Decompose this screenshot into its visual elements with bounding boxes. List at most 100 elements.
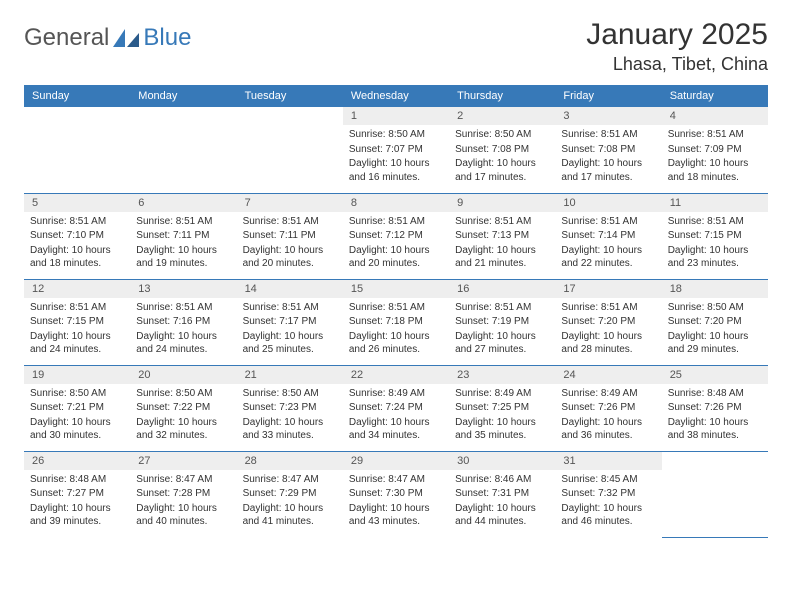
day-details: Sunrise: 8:51 AMSunset: 7:10 PMDaylight:…	[24, 215, 130, 271]
day-details: Sunrise: 8:50 AMSunset: 7:08 PMDaylight:…	[449, 128, 555, 184]
sunrise-line: Sunrise: 8:51 AM	[349, 215, 443, 229]
calendar-day-cell: 22Sunrise: 8:49 AMSunset: 7:24 PMDayligh…	[343, 365, 449, 451]
header: General Blue January 2025 Lhasa, Tibet, …	[24, 18, 768, 75]
calendar-day-cell: 4 Sunrise: 8:51 AMSunset: 7:09 PMDaylight…	[662, 107, 768, 193]
month-title: January 2025	[586, 18, 768, 52]
calendar-day-cell: 18Sunrise: 8:50 AMSunset: 7:20 PMDayligh…	[662, 279, 768, 365]
sunset-line: Sunset: 7:11 PM	[243, 229, 337, 243]
day-number: 10	[555, 194, 661, 212]
sunrise-line: Sunrise: 8:49 AM	[561, 387, 655, 401]
day-details: Sunrise: 8:51 AMSunset: 7:20 PMDaylight:…	[555, 301, 661, 357]
calendar-empty-cell	[24, 107, 130, 193]
day-details: Sunrise: 8:51 AMSunset: 7:09 PMDaylight:…	[662, 128, 768, 184]
calendar-week-row: 1 Sunrise: 8:50 AM Sunset: 7:07 PM Daylight…	[24, 107, 768, 193]
sunrise-line: Sunrise: 8:45 AM	[561, 473, 655, 487]
logo-sail-icon	[113, 29, 139, 47]
daylight-line: Daylight: 10 hours and 18 minutes.	[30, 244, 124, 271]
daylight-line: Daylight: 10 hours and 35 minutes.	[455, 416, 549, 443]
sunset-line: Sunset: 7:24 PM	[349, 401, 443, 415]
day-details: Sunrise: 8:50 AMSunset: 7:20 PMDaylight:…	[662, 301, 768, 357]
day-number: 12	[24, 280, 130, 298]
day-number: 11	[662, 194, 768, 212]
sunrise-line: Sunrise: 8:47 AM	[243, 473, 337, 487]
sunrise-line: Sunrise: 8:48 AM	[30, 473, 124, 487]
calendar-body: 1 Sunrise: 8:50 AM Sunset: 7:07 PM Daylight…	[24, 107, 768, 537]
day-number: 17	[555, 280, 661, 298]
daylight-line: Daylight: 10 hours and 28 minutes.	[561, 330, 655, 357]
day-number: 4	[662, 107, 768, 125]
weekday-header: Wednesday	[343, 85, 449, 107]
day-number: 1	[343, 107, 449, 125]
calendar-table: SundayMondayTuesdayWednesdayThursdayFrid…	[24, 85, 768, 538]
day-number: 29	[343, 452, 449, 470]
day-details: Sunrise: 8:49 AMSunset: 7:24 PMDaylight:…	[343, 387, 449, 443]
calendar-day-cell: 20Sunrise: 8:50 AMSunset: 7:22 PMDayligh…	[130, 365, 236, 451]
calendar-week-row: 19Sunrise: 8:50 AMSunset: 7:21 PMDayligh…	[24, 365, 768, 451]
daylight-line: Daylight: 10 hours and 38 minutes.	[668, 416, 762, 443]
weekday-header: Saturday	[662, 85, 768, 107]
day-number: 27	[130, 452, 236, 470]
sunrise-line: Sunrise: 8:50 AM	[455, 128, 549, 142]
sunset-line: Sunset: 7:08 PM	[455, 143, 549, 157]
day-details: Sunrise: 8:51 AMSunset: 7:15 PMDaylight:…	[662, 215, 768, 271]
day-details: Sunrise: 8:49 AMSunset: 7:25 PMDaylight:…	[449, 387, 555, 443]
sunset-line: Sunset: 7:32 PM	[561, 487, 655, 501]
sunset-line: Sunset: 7:21 PM	[30, 401, 124, 415]
daylight-line: Daylight: 10 hours and 39 minutes.	[30, 502, 124, 529]
sunrise-line: Sunrise: 8:50 AM	[30, 387, 124, 401]
day-details: Sunrise: 8:49 AMSunset: 7:26 PMDaylight:…	[555, 387, 661, 443]
calendar-week-row: 5Sunrise: 8:51 AMSunset: 7:10 PMDaylight…	[24, 193, 768, 279]
sunrise-line: Sunrise: 8:51 AM	[561, 215, 655, 229]
calendar-day-cell: 27Sunrise: 8:47 AMSunset: 7:28 PMDayligh…	[130, 451, 236, 537]
daylight-line: Daylight: 10 hours and 44 minutes.	[455, 502, 549, 529]
daylight-line: Daylight: 10 hours and 25 minutes.	[243, 330, 337, 357]
calendar-day-cell: 29Sunrise: 8:47 AMSunset: 7:30 PMDayligh…	[343, 451, 449, 537]
sunset-line: Sunset: 7:15 PM	[30, 315, 124, 329]
sunset-line: Sunset: 7:11 PM	[136, 229, 230, 243]
sunset-line: Sunset: 7:20 PM	[561, 315, 655, 329]
daylight-line: Daylight: 10 hours and 17 minutes.	[561, 157, 655, 184]
day-number: 15	[343, 280, 449, 298]
daylight-line: Daylight: 10 hours and 23 minutes.	[668, 244, 762, 271]
calendar-day-cell: 19Sunrise: 8:50 AMSunset: 7:21 PMDayligh…	[24, 365, 130, 451]
day-details: Sunrise: 8:51 AMSunset: 7:11 PMDaylight:…	[130, 215, 236, 271]
sunset-line: Sunset: 7:07 PM	[349, 143, 443, 157]
daylight-line: Daylight: 10 hours and 20 minutes.	[349, 244, 443, 271]
sunrise-line: Sunrise: 8:50 AM	[668, 301, 762, 315]
day-number: 8	[343, 194, 449, 212]
day-number: 24	[555, 366, 661, 384]
day-number: 5	[24, 194, 130, 212]
day-details: Sunrise: 8:48 AMSunset: 7:27 PMDaylight:…	[24, 473, 130, 529]
sunrise-line: Sunrise: 8:51 AM	[243, 301, 337, 315]
day-number: 30	[449, 452, 555, 470]
day-details: Sunrise: 8:51 AMSunset: 7:08 PMDaylight:…	[555, 128, 661, 184]
sunset-line: Sunset: 7:18 PM	[349, 315, 443, 329]
daylight-line: Daylight: 10 hours and 21 minutes.	[455, 244, 549, 271]
sunrise-line: Sunrise: 8:51 AM	[349, 301, 443, 315]
daylight-line: Daylight: 10 hours and 43 minutes.	[349, 502, 443, 529]
weekday-header: Monday	[130, 85, 236, 107]
day-number: 3	[555, 107, 661, 125]
sunset-line: Sunset: 7:10 PM	[30, 229, 124, 243]
sunrise-line: Sunrise: 8:50 AM	[243, 387, 337, 401]
day-number: 21	[237, 366, 343, 384]
calendar-day-cell: 9Sunrise: 8:51 AMSunset: 7:13 PMDaylight…	[449, 193, 555, 279]
daylight-line: Daylight: 10 hours and 27 minutes.	[455, 330, 549, 357]
sunset-line: Sunset: 7:09 PM	[668, 143, 762, 157]
day-number: 19	[24, 366, 130, 384]
sunrise-line: Sunrise: 8:51 AM	[668, 215, 762, 229]
calendar-day-cell: 25Sunrise: 8:48 AMSunset: 7:26 PMDayligh…	[662, 365, 768, 451]
logo-word-2: Blue	[143, 24, 191, 52]
daylight-line: Daylight: 10 hours and 46 minutes.	[561, 502, 655, 529]
sunset-line: Sunset: 7:17 PM	[243, 315, 337, 329]
calendar-day-cell: 2Sunrise: 8:50 AMSunset: 7:08 PMDaylight…	[449, 107, 555, 193]
daylight-line: Daylight: 10 hours and 29 minutes.	[668, 330, 762, 357]
sunrise-line: Sunrise: 8:51 AM	[561, 128, 655, 142]
day-details: Sunrise: 8:45 AMSunset: 7:32 PMDaylight:…	[555, 473, 661, 529]
calendar-day-cell: 3 Sunrise: 8:51 AMSunset: 7:08 PMDaylight…	[555, 107, 661, 193]
calendar-day-cell: 12Sunrise: 8:51 AMSunset: 7:15 PMDayligh…	[24, 279, 130, 365]
day-number: 9	[449, 194, 555, 212]
calendar-empty-cell	[130, 107, 236, 193]
calendar-week-row: 26Sunrise: 8:48 AMSunset: 7:27 PMDayligh…	[24, 451, 768, 537]
sunrise-line: Sunrise: 8:51 AM	[455, 215, 549, 229]
